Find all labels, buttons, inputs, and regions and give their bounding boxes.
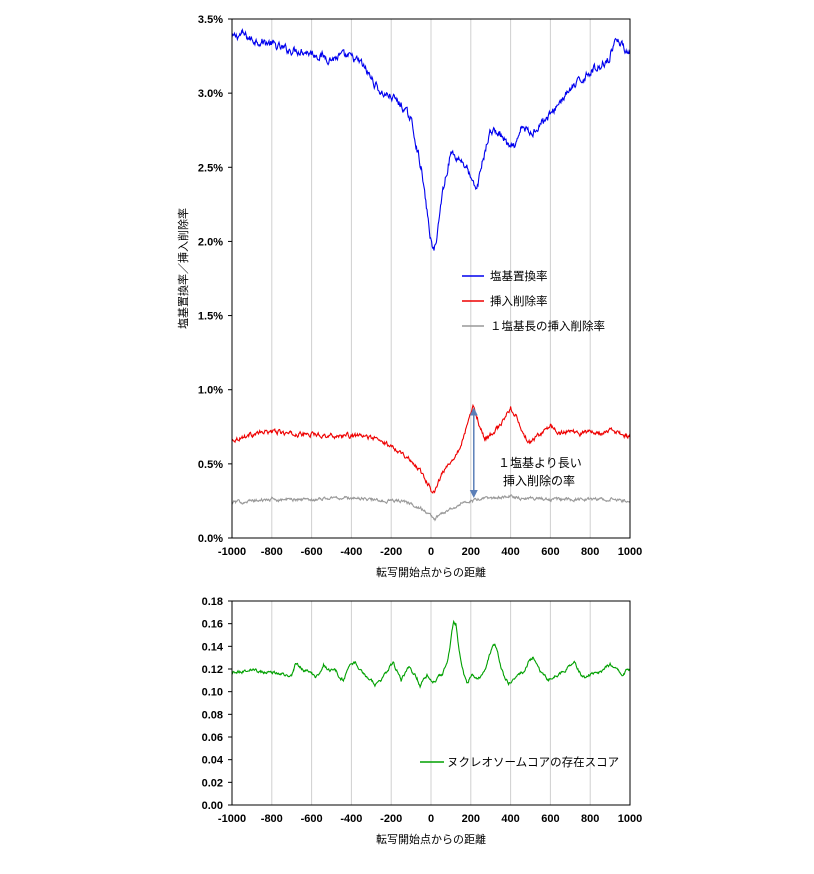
x-tick-label: -200 <box>380 813 402 825</box>
legend: ヌクレオソームコアの存在スコア <box>420 755 619 769</box>
y-tick-label: 3.0% <box>198 88 223 100</box>
legend-label: 挿入削除率 <box>490 294 548 308</box>
x-tick-labels: -1000 -800 -600 -400 -200 0 200 400 600 800 1000 <box>218 546 642 558</box>
arrow-head-bottom-icon <box>469 489 478 498</box>
legend-label: 塩基置換率 <box>490 269 548 283</box>
y-tick-label: 0.06 <box>202 732 223 744</box>
y-tick-label: 2.5% <box>198 162 223 174</box>
x-tick-label: -200 <box>380 546 402 558</box>
x-tick-label: 0 <box>428 546 434 558</box>
x-tick-label: 1000 <box>618 546 642 558</box>
x-tick-label: 200 <box>462 546 480 558</box>
y-tick-label: 0.00 <box>202 800 223 812</box>
y-tick-label: 0.0% <box>198 533 223 545</box>
grid-lines <box>271 601 591 805</box>
series-line <box>231 27 631 251</box>
series-line <box>231 494 631 522</box>
annotation-text-line1: １塩基より長い <box>498 455 582 470</box>
series-group <box>231 619 631 689</box>
x-tick-label: 600 <box>541 813 559 825</box>
x-axis-label: 転写開始点からの距離 <box>376 832 486 846</box>
legend-label: １塩基長の挿入削除率 <box>490 319 605 333</box>
y-axis-label: 塩基置換率／挿入削除率 <box>176 208 190 329</box>
nucleosome-score-chart: 0.00 0.02 0.04 0.06 0.08 0.10 0.12 0.14 0.16 0.18… <box>202 596 643 846</box>
x-tick-label: -1000 <box>218 546 246 558</box>
x-tick-label: -1000 <box>218 813 246 825</box>
x-tick-label: 400 <box>501 813 519 825</box>
plot-frame <box>231 18 631 539</box>
x-tick-labels: -1000 -800 -600 -400 -200 0 200 400 600 800 1000 <box>218 813 642 825</box>
annotation-text-line2: 挿入削除の率 <box>503 473 575 488</box>
mutation-rate-chart: 0.0% 0.5% 1.0% 1.5% 2.0% 2.5% 3.0% 3.5% -1000 -8… <box>176 14 642 579</box>
y-tick-label: 0.08 <box>202 709 223 721</box>
y-tick-labels: 0.0% 0.5% 1.0% 1.5% 2.0% 2.5% 3.0% 3.5% <box>198 14 232 545</box>
x-tick-label: -800 <box>261 813 283 825</box>
y-tick-label: 0.02 <box>202 777 223 789</box>
arrow-head-top-icon <box>469 407 478 416</box>
series-group <box>231 27 631 522</box>
x-tick-label: -400 <box>340 546 362 558</box>
x-tick-label: 800 <box>581 546 599 558</box>
y-tick-label: 1.5% <box>198 311 223 323</box>
x-tick-label: 400 <box>501 546 519 558</box>
x-tick-label: 600 <box>541 546 559 558</box>
x-tick-label: -400 <box>340 813 362 825</box>
y-tick-label: 2.0% <box>198 236 223 248</box>
y-tick-label: 0.10 <box>202 687 223 699</box>
plot-frame <box>231 600 631 806</box>
y-tick-label: 0.14 <box>202 641 224 653</box>
y-tick-label: 0.16 <box>202 619 223 631</box>
x-tick-label: 800 <box>581 813 599 825</box>
legend-label: ヌクレオソームコアの存在スコア <box>447 755 619 769</box>
x-axis-label: 転写開始点からの距離 <box>376 565 486 579</box>
y-tick-label: 1.0% <box>198 385 223 397</box>
y-tick-label: 3.5% <box>198 14 223 26</box>
x-tick-label: -600 <box>301 546 323 558</box>
x-tick-label: -800 <box>261 546 283 558</box>
y-tick-label: 0.5% <box>198 459 223 471</box>
y-tick-label: 0.04 <box>202 755 224 767</box>
y-tick-label: 0.12 <box>202 664 223 676</box>
x-tick-label: 1000 <box>618 813 642 825</box>
series-line <box>232 403 631 494</box>
x-tick-label: -600 <box>301 813 323 825</box>
y-tick-label: 0.18 <box>202 596 223 608</box>
annotation: １塩基より長い 挿入削除の率 <box>469 407 582 498</box>
series-line <box>231 619 631 689</box>
y-tick-labels: 0.00 0.02 0.04 0.06 0.08 0.10 0.12 0.14 0.16 0.18 <box>202 596 232 812</box>
x-tick-label: 200 <box>462 813 480 825</box>
x-tick-label: 0 <box>428 813 434 825</box>
grid-lines <box>271 19 591 538</box>
